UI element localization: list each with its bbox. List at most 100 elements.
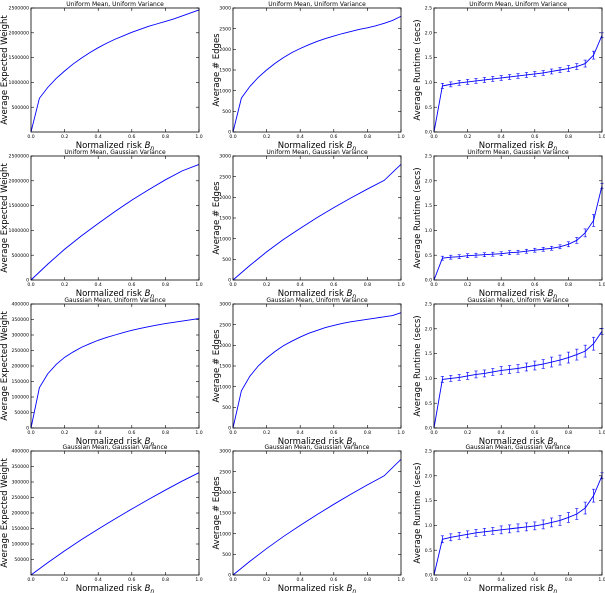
x-axis-label-subscript: n (352, 441, 356, 448)
x-tick-label: 1.0 (598, 282, 605, 288)
x-tick-label: 1.0 (195, 430, 202, 436)
subplot-title: Uniform Mean, Uniform Variance (268, 1, 366, 8)
y-tick-label: 1000 (219, 236, 231, 242)
x-axis-label-text: Normalized risk (278, 289, 347, 299)
x-tick-label: 0.6 (531, 577, 538, 583)
y-tick-label: 1.5 (425, 498, 432, 504)
x-axis-label-subscript: n (553, 441, 557, 448)
axes-frame (433, 7, 603, 133)
x-axis-label-text: Normalized risk (479, 141, 548, 151)
y-tick-label: 2500 (219, 174, 231, 180)
x-tick-label: 0.8 (364, 134, 371, 140)
x-tick-label: 0.8 (162, 282, 169, 288)
y-tick-label: 200000 (11, 364, 29, 370)
y-tick-label: 150000 (11, 379, 29, 385)
x-tick-label: 0.0 (27, 430, 34, 436)
y-axis-label: Average Runtime (secs) (413, 19, 423, 120)
axes-frame (232, 7, 402, 133)
y-tick-label: 0.5 (425, 105, 432, 111)
y-axis-label: Average # Edges (212, 181, 222, 255)
y-tick-label: 2.5 (425, 302, 432, 308)
y-tick-label: 500 (222, 552, 231, 558)
subplot-3-1: Gaussian Mean, Uniform Variance 0.0 0.2 0.4… (0, 297, 203, 448)
x-tick-label: 0.2 (263, 430, 270, 436)
y-tick-label: 250000 (11, 495, 29, 501)
y-tick-label: 150000 (11, 526, 29, 532)
subplot-1-1: Uniform Mean, Uniform Variance 0.0 0.2 0.4 0… (0, 1, 203, 152)
y-tick-label: 2.5 (425, 449, 432, 455)
y-tick-label: 1500 (219, 511, 231, 517)
subplot-1-3: Uniform Mean, Uniform Variance 0.0 0.2 0.4 0… (413, 1, 605, 152)
x-tick-label: 1.0 (195, 577, 202, 583)
y-tick-label: 0 (228, 426, 231, 432)
x-tick-label: 0.2 (61, 134, 68, 140)
y-tick-label: 1.0 (425, 523, 432, 529)
x-tick-label: 1.0 (195, 134, 202, 140)
y-tick-label: 1000000 (9, 228, 30, 234)
y-tick-label: 200000 (11, 511, 29, 517)
x-tick-label: 0.6 (128, 430, 135, 436)
y-tick-label: 500 (222, 257, 231, 263)
y-tick-label: 100000 (11, 542, 29, 548)
x-axis-label: Normalized risk Bn (76, 584, 155, 593)
axes-frame (232, 303, 402, 429)
y-tick-label: 500000 (11, 253, 29, 259)
x-tick-label: 0.2 (464, 282, 471, 288)
y-tick-label: 2500 (219, 469, 231, 475)
x-tick-label: 0.4 (95, 134, 102, 140)
y-tick-label: 2.5 (425, 6, 432, 12)
x-tick-label: 0.4 (297, 134, 304, 140)
x-tick-label: 0.0 (430, 430, 437, 436)
y-tick-label: 2000000 (9, 30, 30, 36)
y-tick-label: 2500 (219, 322, 231, 328)
y-tick-label: 1500000 (9, 203, 30, 209)
x-tick-label: 0.2 (61, 577, 68, 583)
x-axis-label-text: Normalized risk (76, 141, 145, 151)
y-tick-label: 0.5 (425, 401, 432, 407)
y-tick-label: 2.5 (425, 154, 432, 160)
x-axis-label-subscript: n (150, 588, 154, 593)
x-tick-label: 0.0 (27, 134, 34, 140)
x-axis-label-symbol: B (145, 584, 151, 593)
y-tick-label: 2000 (219, 47, 231, 53)
x-tick-label: 0.2 (61, 430, 68, 436)
x-tick-label: 0.6 (330, 430, 337, 436)
x-tick-label: 0.2 (263, 282, 270, 288)
y-tick-label: 2.0 (425, 178, 432, 184)
x-tick-label: 0.2 (464, 134, 471, 140)
subplot-title: Uniform Mean, Gaussian Variance (64, 149, 166, 156)
y-tick-label: 0 (228, 130, 231, 136)
subplot-title: Gaussian Mean, Uniform Variance (64, 297, 166, 304)
x-tick-label: 0.0 (229, 430, 236, 436)
x-axis-label-subscript: n (553, 145, 557, 152)
y-tick-label: 1000 (219, 384, 231, 390)
y-axis-label: Average Runtime (secs) (413, 462, 423, 563)
y-tick-label: 2000000 (9, 178, 30, 184)
x-tick-label: 0.4 (498, 282, 505, 288)
axes-frame (30, 303, 200, 429)
x-axis-label-symbol: B (145, 289, 151, 299)
x-tick-label: 0.4 (95, 282, 102, 288)
y-axis-label: Average # Edges (212, 476, 222, 550)
x-axis-label-symbol: B (347, 289, 353, 299)
y-axis-label: Average Runtime (secs) (413, 167, 423, 268)
y-tick-label: 400000 (11, 302, 29, 308)
y-tick-label: 300000 (11, 480, 29, 486)
y-tick-label: 350000 (11, 464, 29, 470)
subplot-2-3: Uniform Mean, Gaussian Variance 0.0 0.2 0.4… (413, 149, 605, 300)
y-axis-label: Average # Edges (212, 329, 222, 403)
x-tick-label: 1.0 (598, 577, 605, 583)
x-tick-label: 0.8 (565, 134, 572, 140)
x-tick-label: 0.2 (263, 577, 270, 583)
x-axis-label-text: Normalized risk (76, 437, 145, 447)
y-tick-label: 0 (228, 573, 231, 579)
x-tick-label: 0.0 (229, 577, 236, 583)
x-tick-label: 0.0 (229, 134, 236, 140)
series-line (30, 318, 200, 429)
x-tick-label: 0.4 (297, 577, 304, 583)
x-tick-label: 1.0 (598, 430, 605, 436)
y-tick-label: 350000 (11, 317, 29, 323)
y-tick-label: 400000 (11, 449, 29, 455)
x-axis-label-symbol: B (548, 289, 554, 299)
y-tick-label: 300000 (11, 333, 29, 339)
